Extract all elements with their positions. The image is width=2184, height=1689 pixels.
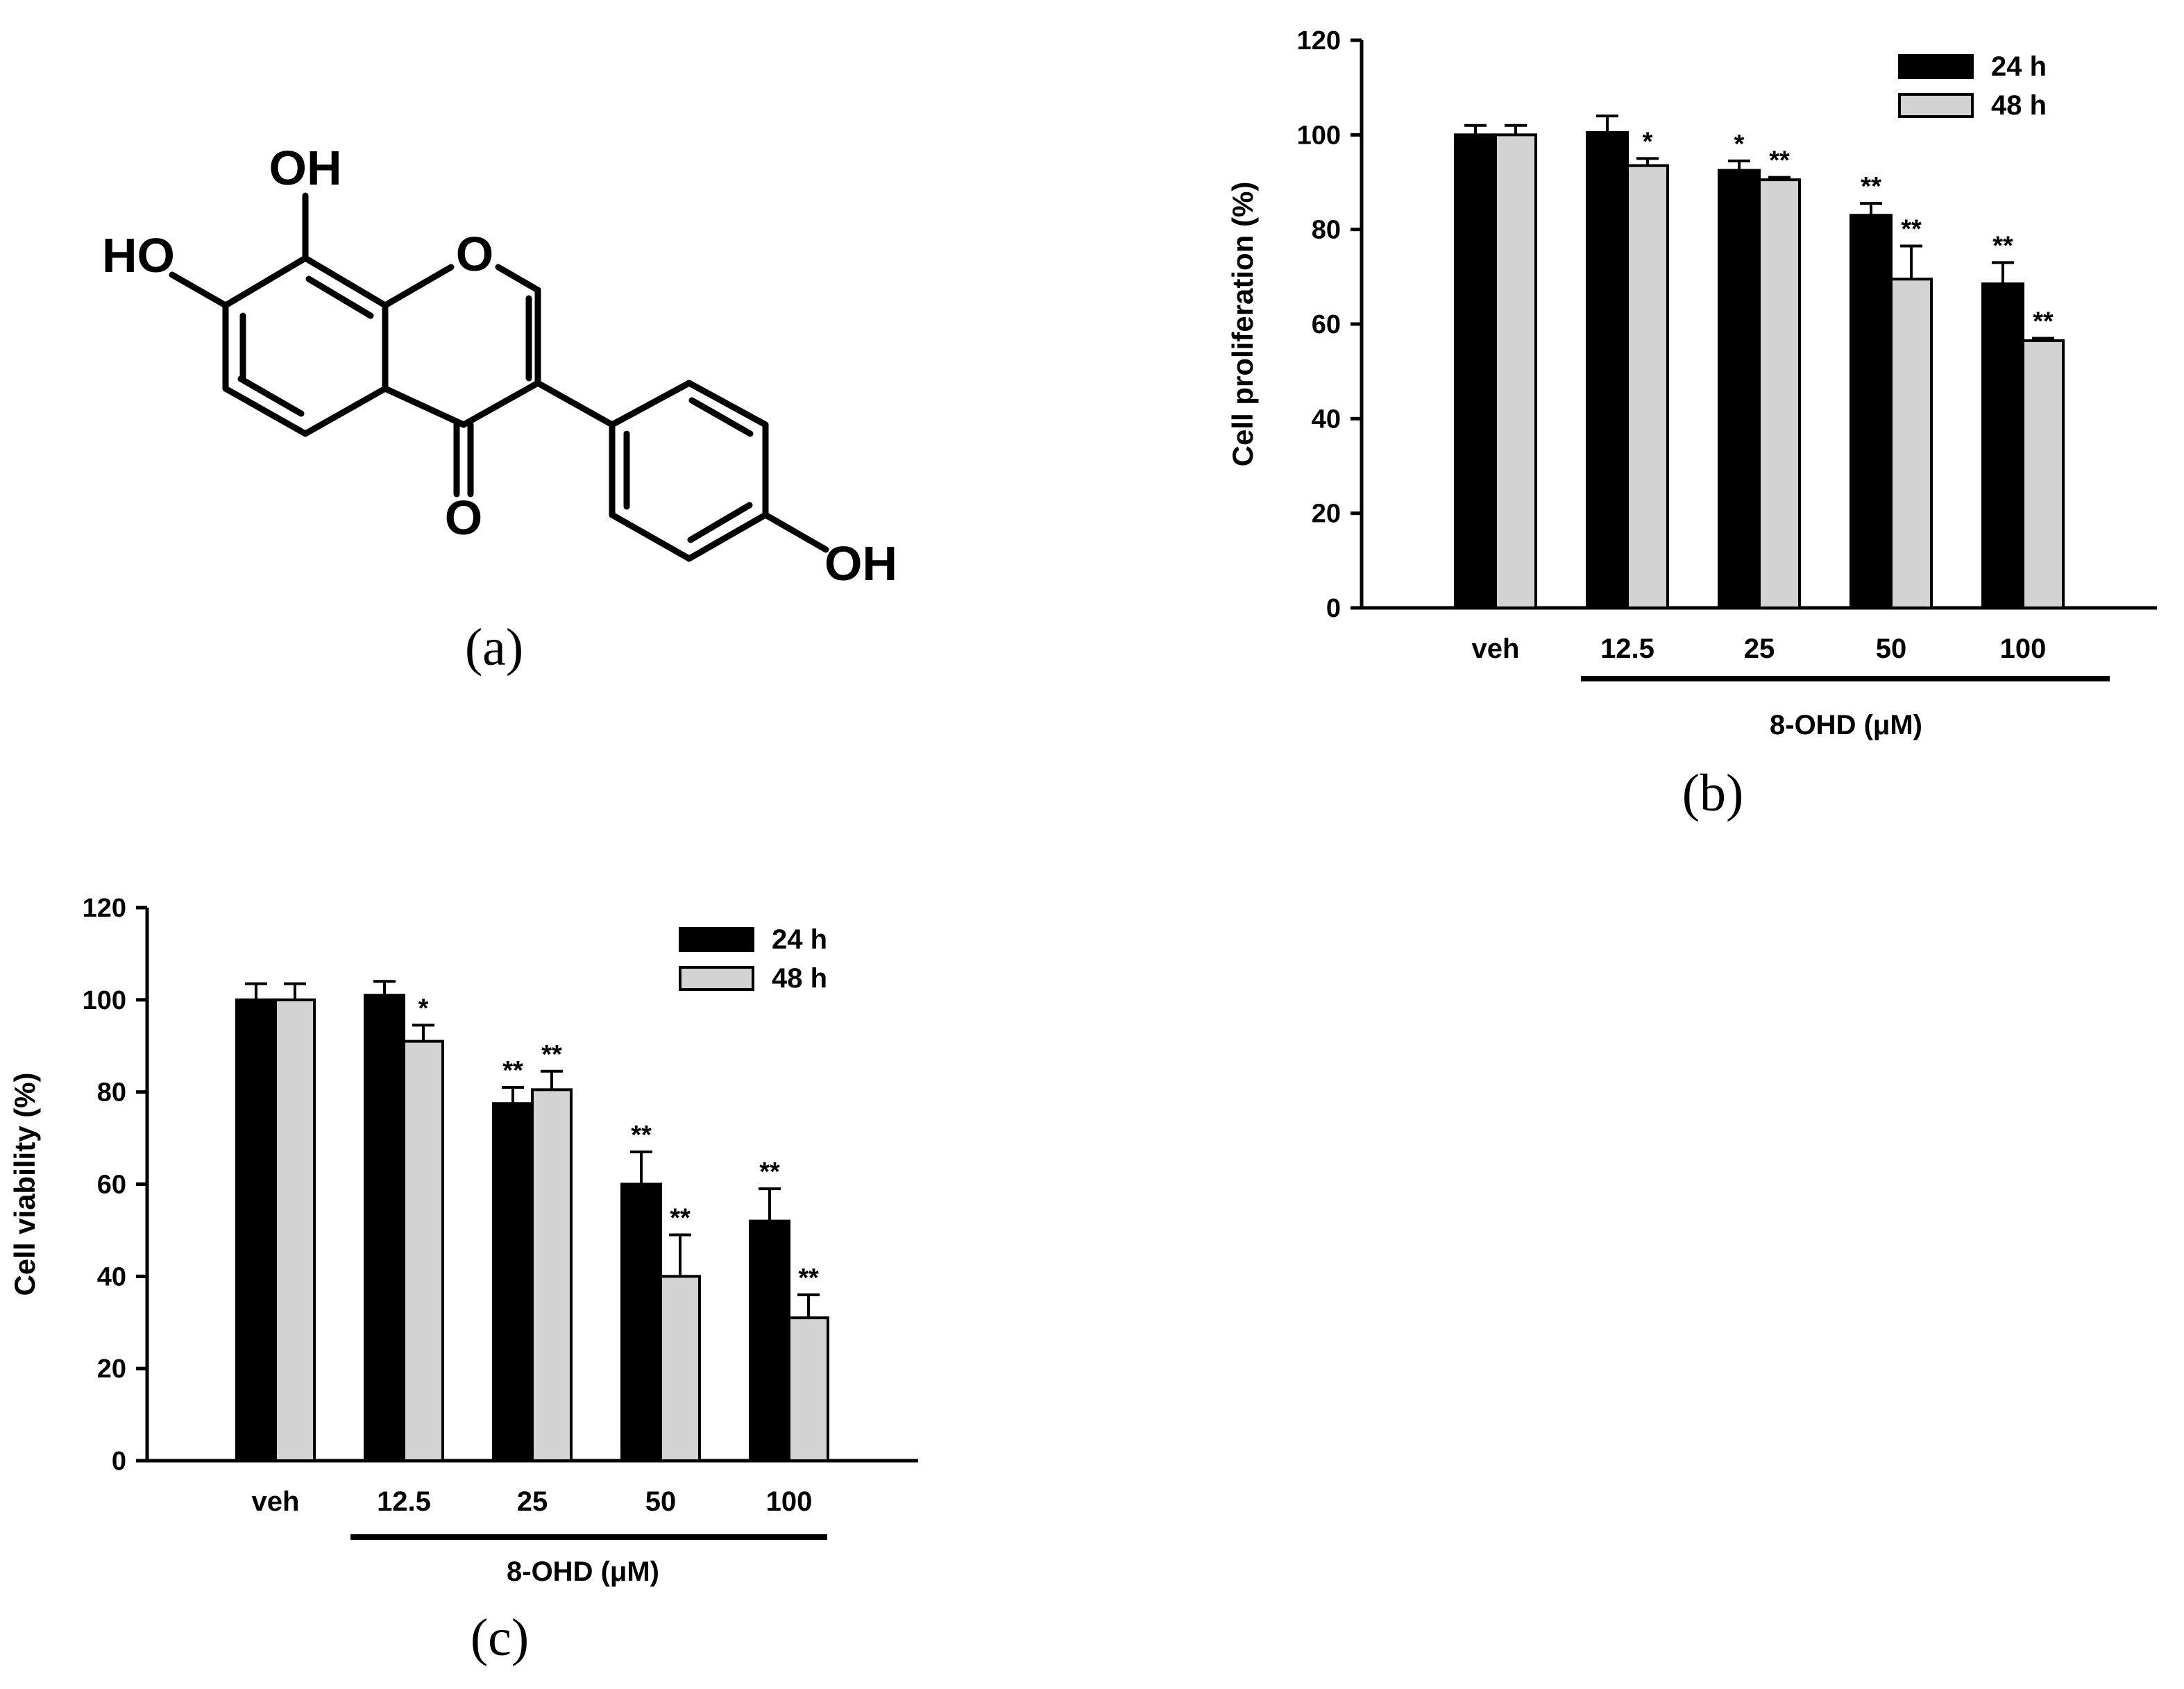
atom-ho-left: HO: [102, 228, 175, 282]
bar: [1626, 164, 1669, 609]
significance-label: **: [1901, 215, 1922, 244]
y-tick-label: 40: [1312, 405, 1341, 434]
y-tick-label: 80: [97, 1078, 126, 1107]
caption-b: (b): [1682, 764, 1744, 822]
x-tick-label: 50: [1876, 634, 1907, 664]
significance-label: **: [798, 1264, 819, 1293]
x-tick-label: 12.5: [377, 1486, 431, 1517]
group-label-b: 8-OHD (μM): [1770, 710, 1922, 740]
atom-oh-right: OH: [824, 536, 897, 591]
y-tick-label: 60: [97, 1171, 126, 1200]
proliferation-chart: 0 20 40 60 80 100 120 Cell proliferation (%) veh…: [1226, 26, 2157, 664]
viability-chart: 0 20 40 60 80 100 120 Cell viability (%) veh * 12.…: [8, 894, 918, 1517]
y-tick-label: 120: [1297, 26, 1341, 56]
caption-a: (a): [465, 618, 523, 677]
bar: [1849, 214, 1893, 609]
x-tick-label: veh: [252, 1486, 300, 1517]
y-tick-label: 100: [83, 986, 126, 1015]
legend-label: 48 h: [772, 963, 827, 994]
significance-label: **: [1769, 146, 1790, 176]
x-tick-label: 25: [1744, 634, 1775, 664]
legend-swatch: [679, 966, 754, 991]
y-tick-label: 0: [1326, 594, 1341, 623]
x-tick-label: 25: [517, 1486, 548, 1517]
bar: [235, 998, 277, 1463]
y-tick-label: 20: [1312, 500, 1341, 529]
bar: [1494, 133, 1537, 610]
y-axis-title: Cell proliferation (%): [1226, 182, 1259, 467]
bar: [1454, 133, 1497, 610]
atom-o-ring: O: [456, 227, 493, 281]
significance-label: **: [631, 1121, 652, 1150]
bar: [1586, 130, 1629, 610]
significance-label: **: [759, 1157, 780, 1187]
structure-labels: OH HO O O OH: [102, 141, 897, 591]
x-tick-label: 100: [766, 1486, 813, 1517]
x-tick-label: 12.5: [1600, 634, 1654, 664]
bar: [492, 1102, 534, 1463]
bar: [2022, 339, 2065, 609]
bar: [788, 1316, 829, 1462]
significance-label: *: [1643, 127, 1653, 156]
y-tick-label: 80: [1312, 216, 1341, 245]
x-tick-label: veh: [1472, 634, 1520, 664]
legend-label: 48 h: [1991, 90, 2047, 121]
bar: [1890, 278, 1933, 609]
legend-swatch: [679, 927, 754, 952]
significance-label: *: [1734, 130, 1745, 159]
bar: [620, 1182, 662, 1462]
x-tick-label: 50: [645, 1486, 677, 1517]
bar: [364, 994, 405, 1462]
bar: [403, 1039, 444, 1462]
legend-label: 24 h: [772, 924, 827, 955]
atom-o-carbonyl: O: [445, 491, 482, 545]
y-tick-label: 0: [112, 1447, 126, 1476]
chemical-structure: [169, 192, 829, 562]
bar: [531, 1088, 573, 1462]
bar: [1718, 169, 1761, 610]
bar: [1758, 178, 1801, 609]
y-tick-label: 40: [97, 1262, 126, 1291]
bar: [1981, 282, 2024, 609]
bar: [659, 1275, 701, 1463]
legend-swatch: [1898, 54, 1974, 79]
significance-label: **: [1992, 231, 2013, 260]
significance-label: **: [2033, 307, 2054, 336]
bar: [274, 998, 316, 1463]
significance-label: **: [670, 1204, 691, 1233]
significance-label: **: [1861, 172, 1881, 201]
significance-label: **: [502, 1056, 523, 1085]
atom-oh-top: OH: [269, 141, 342, 195]
significance-label: **: [541, 1040, 562, 1069]
caption-c: (c): [471, 1609, 529, 1667]
y-tick-label: 100: [1297, 121, 1341, 150]
group-label-c: 8-OHD (μM): [507, 1556, 659, 1587]
y-axis-title: Cell viability (%): [8, 1072, 41, 1296]
x-tick-label: 100: [2000, 634, 2047, 664]
significance-label: *: [418, 994, 429, 1023]
y-tick-label: 20: [97, 1355, 126, 1384]
bar: [749, 1219, 790, 1462]
y-tick-label: 60: [1312, 310, 1341, 339]
y-tick-label: 120: [83, 894, 126, 923]
legend-swatch: [1898, 93, 1974, 118]
legend-label: 24 h: [1991, 51, 2047, 82]
